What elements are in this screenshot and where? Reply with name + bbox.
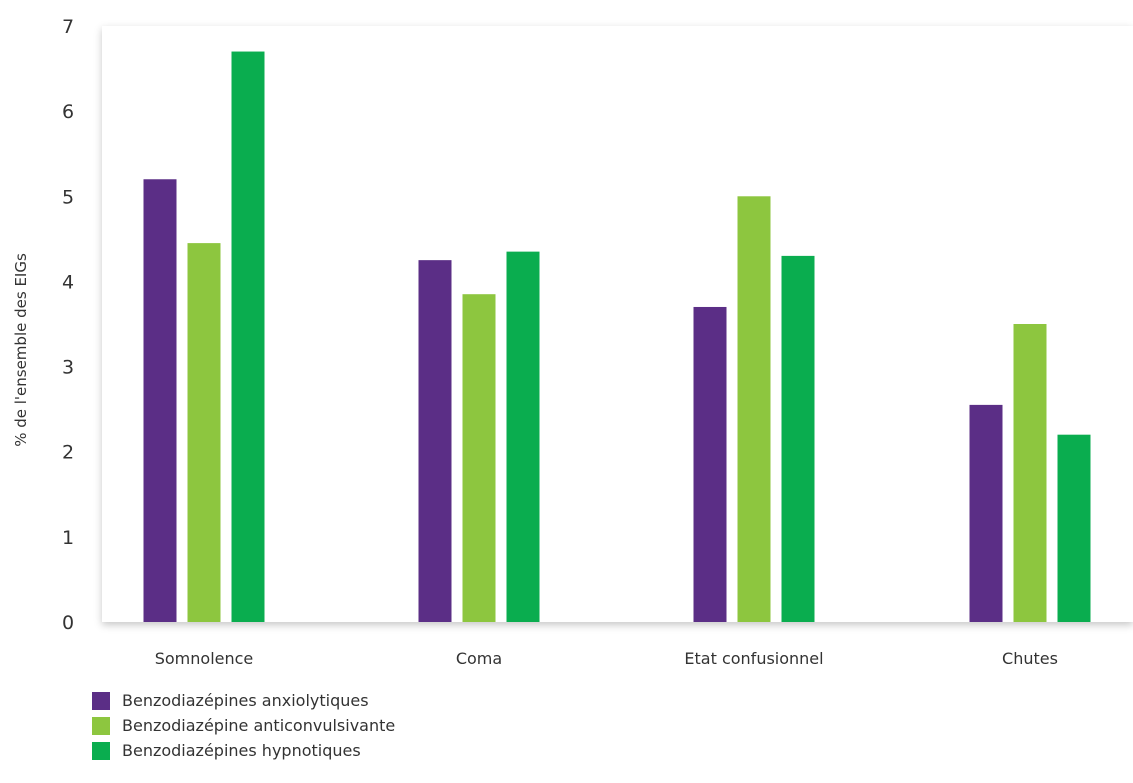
legend-swatch-anticonvulsivante: [92, 716, 110, 735]
y-axis: 0 1 2 3 4 5 6 7: [62, 16, 74, 634]
x-tick-label: Etat confusionnel: [684, 649, 823, 668]
y-tick-label: 7: [62, 16, 74, 38]
legend: Benzodiazépines anxiolytiques Benzodiazé…: [92, 688, 395, 763]
bar: [693, 306, 727, 622]
y-tick-label: 1: [62, 527, 74, 549]
bar: [418, 260, 452, 622]
bar: [969, 404, 1003, 622]
bar: [737, 196, 771, 623]
legend-label-anxiolytiques: Benzodiazépines anxiolytiques: [122, 691, 369, 710]
bar: [462, 294, 496, 622]
bar: [1057, 434, 1091, 622]
y-tick-label: 4: [62, 271, 74, 293]
legend-swatch-hypnotiques: [92, 741, 110, 760]
y-tick-label: 0: [62, 612, 74, 634]
legend-item: Benzodiazépines anxiolytiques: [92, 688, 395, 713]
x-tick-label: Somnolence: [155, 649, 254, 668]
bar: [187, 243, 221, 622]
bars: [143, 51, 1091, 623]
bar: [231, 51, 265, 623]
legend-label-hypnotiques: Benzodiazépines hypnotiques: [122, 741, 361, 760]
x-tick-label: Chutes: [1002, 649, 1058, 668]
legend-item: Benzodiazépines hypnotiques: [92, 738, 395, 763]
y-tick-label: 6: [62, 101, 74, 123]
bar: [1013, 324, 1047, 622]
bar: [143, 179, 177, 622]
legend-swatch-anxiolytiques: [92, 691, 110, 710]
legend-label-anticonvulsivante: Benzodiazépine anticonvulsivante: [122, 716, 396, 735]
bar: [781, 255, 815, 622]
y-tick-label: 3: [62, 357, 74, 379]
x-tick-label: Coma: [456, 649, 502, 668]
bar-chart-canvas: 0 1 2 3 4 5 6 7 Somnolence Coma Etat confusionnel…: [12, 16, 1133, 668]
legend-item: Benzodiazépine anticonvulsivante: [92, 713, 395, 738]
y-tick-label: 5: [62, 186, 74, 208]
bar: [506, 251, 540, 622]
plot-area: [102, 26, 1133, 622]
y-tick-label: 2: [62, 442, 74, 464]
y-axis-label: % de l'ensemble des EIGs: [12, 253, 30, 447]
x-axis: Somnolence Coma Etat confusionnel Chutes: [155, 649, 1058, 668]
